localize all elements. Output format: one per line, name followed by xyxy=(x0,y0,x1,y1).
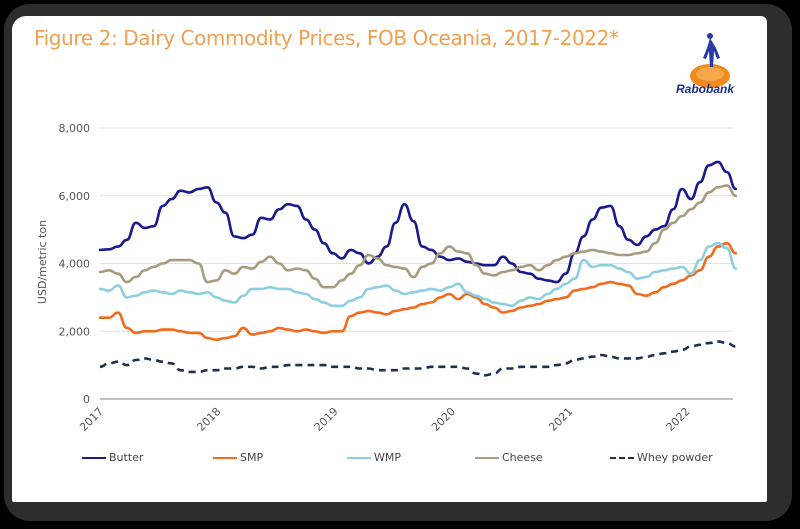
y-axis-label: USD/metric ton xyxy=(36,220,49,304)
x-tick-label: 2017 xyxy=(77,405,106,434)
x-tick-label: 2019 xyxy=(312,405,341,434)
y-tick-label: 8,000 xyxy=(59,122,91,135)
x-tick-label: 2021 xyxy=(546,405,575,434)
legend-item: Whey powder xyxy=(610,451,713,464)
y-tick-label: 2,000 xyxy=(59,325,91,338)
rabobank-logo-text: Rabobank xyxy=(676,82,735,96)
chart-title: Figure 2: Dairy Commodity Prices, FOB Oc… xyxy=(34,26,619,50)
series-line-whey-powder xyxy=(99,340,736,377)
legend-label: Whey powder xyxy=(637,451,713,464)
series-line-cheese xyxy=(98,184,738,289)
legend-label: Butter xyxy=(109,451,144,464)
legend-swatch xyxy=(213,456,237,459)
rabobank-logo-icon xyxy=(690,33,730,88)
legend-swatch xyxy=(82,456,106,459)
legend-label: WMP xyxy=(374,451,402,464)
legend-swatch xyxy=(347,456,371,459)
y-tick-label: 4,000 xyxy=(59,258,91,271)
legend-item: WMP xyxy=(347,451,401,464)
legend-item: Cheese xyxy=(475,451,543,464)
legend-swatch xyxy=(610,456,634,459)
legend-label: Cheese xyxy=(502,451,543,464)
x-tick-label: 2018 xyxy=(194,405,223,434)
legend-item: SMP xyxy=(213,451,263,464)
legend-label: SMP xyxy=(240,451,264,464)
series-line-butter xyxy=(98,160,738,284)
series-line-wmp xyxy=(98,241,738,308)
figure-card xyxy=(12,16,767,502)
legend: Butter SMP WMP Cheese Whey powder xyxy=(0,451,800,471)
x-tick-label: 2022 xyxy=(664,405,693,434)
legend-item: Butter xyxy=(82,451,143,464)
series-line-smp xyxy=(98,241,738,341)
legend-swatch xyxy=(475,456,499,459)
y-tick-label: 0 xyxy=(83,393,90,406)
y-tick-label: 6,000 xyxy=(59,190,91,203)
x-tick-label: 2020 xyxy=(429,405,458,434)
